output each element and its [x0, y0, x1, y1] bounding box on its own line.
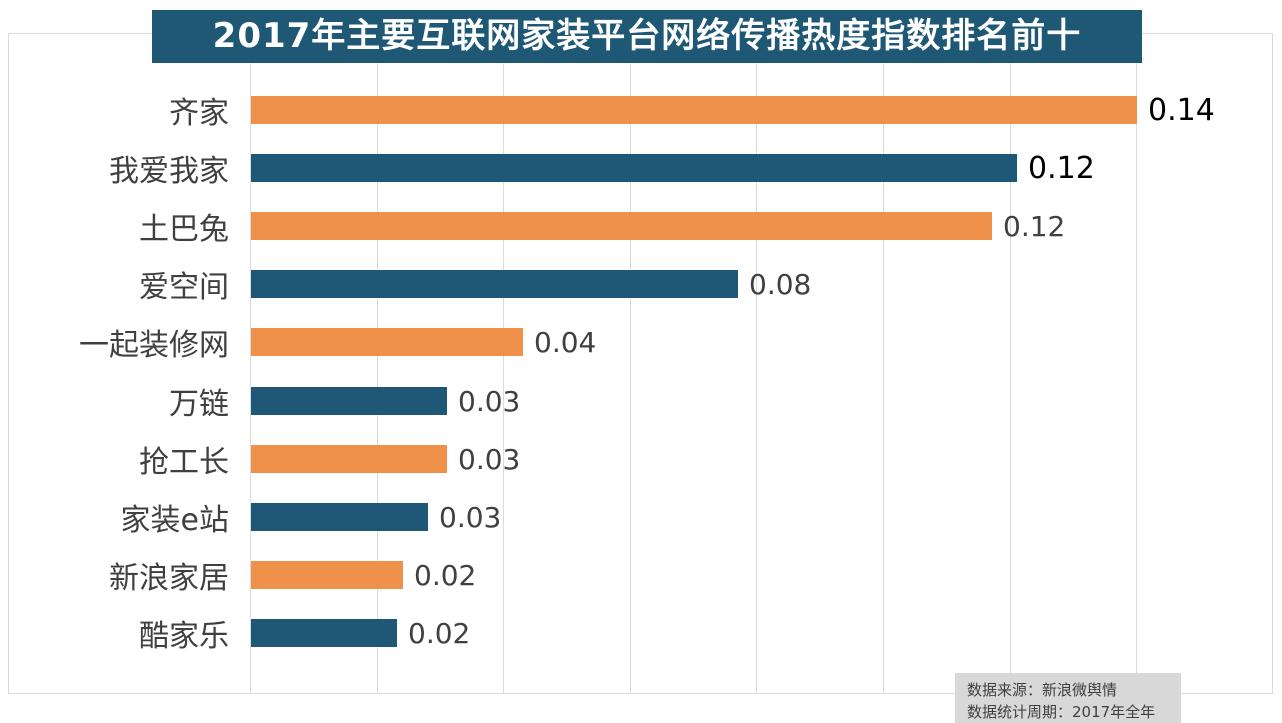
bar-row: 齐家 0.14	[9, 81, 1273, 139]
category-label: 齐家	[169, 96, 229, 131]
value-label: 0.12	[1003, 209, 1066, 243]
bar	[251, 503, 428, 531]
value-label: 0.02	[414, 558, 477, 592]
gridline	[883, 34, 884, 693]
value-label: 0.03	[439, 500, 502, 534]
bar	[251, 154, 1017, 182]
value-label: 0.12	[1028, 150, 1095, 186]
bar-row: 土巴兔 0.12	[9, 197, 1273, 255]
value-label: 0.02	[408, 616, 471, 650]
chart-title: 2017年主要互联网家装平台网络传播热度指数排名前十	[152, 10, 1142, 63]
bar-row: 万链 0.03	[9, 372, 1273, 430]
gridline	[503, 34, 504, 693]
gridline	[630, 34, 631, 693]
bar-row: 抢工长 0.03	[9, 430, 1273, 488]
source-line-1: 数据来源：新浪微舆情	[967, 681, 1118, 699]
category-label: 新浪家居	[109, 561, 229, 596]
value-label: 0.04	[534, 325, 597, 359]
source-note: 数据来源：新浪微舆情 数据统计周期：2017年全年	[955, 673, 1181, 723]
bar	[251, 270, 738, 298]
bar	[251, 445, 447, 473]
bar	[251, 212, 992, 240]
gridline	[756, 34, 757, 693]
bar-row: 爱空间 0.08	[9, 255, 1273, 313]
value-label: 0.14	[1148, 92, 1215, 128]
category-label: 酷家乐	[139, 619, 229, 654]
gridline	[1136, 34, 1137, 693]
category-label: 家装e站	[120, 503, 229, 538]
bar-row: 家装e站 0.03	[9, 488, 1273, 546]
category-label: 万链	[169, 387, 229, 422]
bar-row: 我爱我家 0.12	[9, 139, 1273, 197]
bar	[251, 328, 523, 356]
value-label: 0.03	[458, 442, 521, 476]
category-label: 我爱我家	[109, 154, 229, 189]
category-label: 爱空间	[139, 270, 229, 305]
bar	[251, 96, 1137, 124]
bar	[251, 619, 397, 647]
bar-row: 酷家乐 0.02	[9, 604, 1273, 662]
category-label: 抢工长	[139, 445, 229, 480]
gridline	[1010, 34, 1011, 693]
gridline	[250, 34, 251, 693]
value-label: 0.08	[749, 267, 812, 301]
value-label: 0.03	[458, 384, 521, 418]
gridline	[377, 34, 378, 693]
bar	[251, 561, 403, 589]
category-label: 一起装修网	[79, 328, 229, 363]
bar-row: 一起装修网 0.04	[9, 313, 1273, 371]
category-label: 土巴兔	[139, 212, 229, 247]
bar-row: 新浪家居 0.02	[9, 546, 1273, 604]
source-line-2: 数据统计周期：2017年全年	[967, 703, 1156, 721]
bar	[251, 387, 447, 415]
